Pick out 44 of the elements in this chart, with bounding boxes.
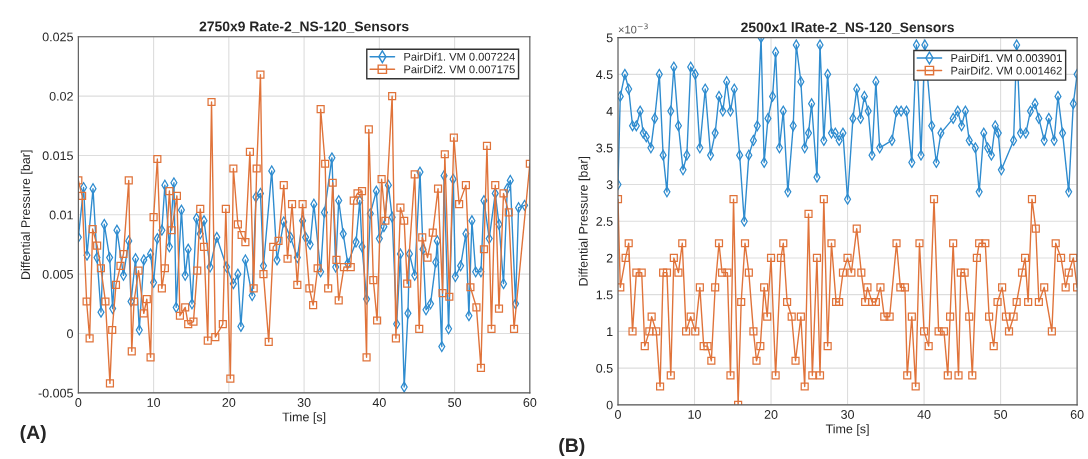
y-tick-label: 2 [606,253,613,263]
y-tick-label: 0.5 [596,363,613,373]
text: (B) [559,437,585,457]
y-axis-title: Diffential Pressure [bar] [20,150,33,279]
y-tick-label: 4.5 [596,70,613,80]
y-tick-label: 0.01 [49,210,73,220]
legend-label: PairDif2. VM 0.001462 [951,66,1062,75]
text: (A) [20,424,46,444]
y-tick-label: 4 [606,107,613,116]
chart-title: 2750x9 Rate-2_NS-120_Sensors [199,21,409,33]
y-tick-label: 2.5 [596,217,613,226]
y-tick-label: 0.015 [42,151,73,161]
y-tick-label: -0.005 [38,388,73,398]
x-tick-label: 60 [523,398,537,407]
legend-label: PairDif1. VM 0.003901 [951,53,1062,62]
x-tick-label: 50 [448,398,462,407]
legend-label: PairDif2. VM 0.007175 [404,65,515,74]
x-tick-label: 30 [297,398,311,407]
x-tick-label: 40 [372,398,386,407]
x-tick-label: 10 [688,410,701,419]
x-axis-title: Time [s] [825,424,869,436]
x-tick-label: 40 [917,410,931,419]
x-tick-label: 30 [841,410,855,419]
x-tick-label: 50 [994,410,1008,419]
y-tick-label: 3.5 [596,143,613,153]
y-tick-label: 0.02 [49,91,73,101]
y-tick-label: 1 [607,327,613,336]
y-tick-label: 1.5 [596,290,613,300]
chart-title: 2500x1 lRate-2_NS-120_Sensors [741,22,954,34]
x-axis-title: Time [s] [282,412,326,424]
x-tick-label: 0 [75,398,82,407]
y-tick-label: 0 [67,329,73,339]
y-tick-label: 0.025 [42,32,73,42]
x-tick-label: 60 [1070,410,1084,419]
x-tick-label: 10 [147,398,161,407]
y-tick-label: 0.005 [42,269,73,279]
x-tick-label: 20 [222,398,236,407]
y-tick-label: 5 [606,33,613,43]
x-tick-label: 20 [764,410,778,419]
legend-label: PairDif1. VM 0.007224 [404,52,515,61]
text: ×10$^{−3}$ [618,23,648,34]
y-axis-title: Diffential Pressure [bar] [578,156,591,286]
x-tick-label: 0 [615,410,621,419]
y-tick-label: 3 [606,180,613,190]
